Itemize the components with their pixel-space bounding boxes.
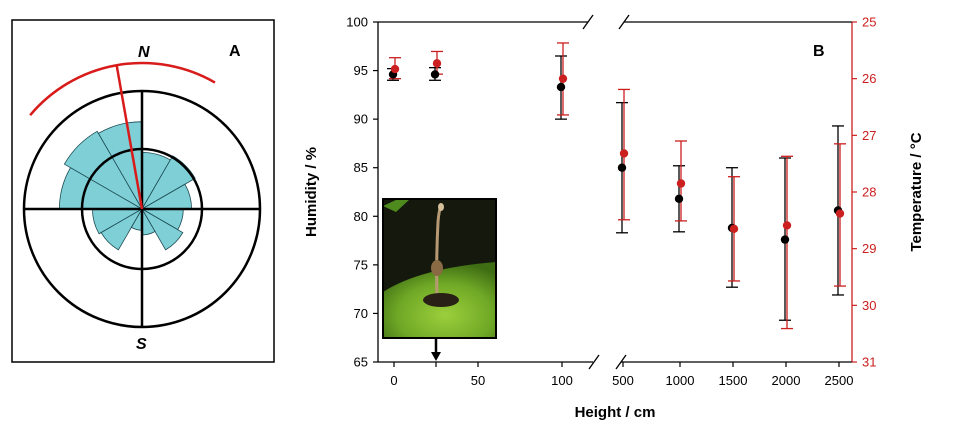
inset-arrow-head bbox=[431, 352, 441, 361]
plot-marks bbox=[387, 42, 846, 330]
y2-tick-label: 30 bbox=[862, 298, 876, 313]
y2-axis-label: Temperature / °C bbox=[908, 132, 925, 251]
y2-tick-label: 29 bbox=[862, 241, 876, 256]
temperature-points bbox=[390, 59, 845, 234]
y2-tick-label: 25 bbox=[862, 15, 876, 30]
y-tick-label: 80 bbox=[354, 209, 368, 224]
data-point bbox=[558, 74, 568, 83]
break-mark bbox=[615, 354, 627, 370]
x-tick-label: 2000 bbox=[772, 373, 801, 388]
rose-sector bbox=[100, 207, 144, 251]
photo-ant-body bbox=[423, 293, 459, 307]
mean-direction-line bbox=[115, 65, 144, 210]
y2-tick-label: 26 bbox=[862, 71, 876, 86]
panel-a: A N S bbox=[11, 19, 275, 363]
rose-sector bbox=[140, 207, 184, 251]
rose-sector bbox=[140, 155, 196, 211]
data-point bbox=[782, 221, 792, 230]
x-tick-label: 50 bbox=[471, 373, 485, 388]
y-tick-label: 90 bbox=[354, 112, 368, 127]
photo-frame bbox=[382, 198, 497, 339]
break-mark bbox=[582, 14, 594, 30]
panel-b: B 65 70 75 80 85 90 95 100 25 26 27 28 29 30 31 0 50 10… bbox=[303, 15, 925, 422]
x-tick-label: 500 bbox=[612, 373, 634, 388]
photo-ant-head bbox=[431, 260, 443, 276]
x-axis-label: Height / cm bbox=[575, 404, 656, 421]
y-tick-label: 70 bbox=[354, 306, 368, 321]
compass-south: S bbox=[136, 336, 147, 353]
photo-stalk-tip bbox=[438, 203, 444, 211]
x-tick-label: 1000 bbox=[666, 373, 695, 388]
x-tick-label: 2500 bbox=[825, 373, 854, 388]
panel-b-label: B bbox=[813, 43, 825, 60]
data-point bbox=[619, 149, 629, 158]
axis-break-top bbox=[582, 14, 630, 30]
data-point bbox=[556, 82, 566, 92]
data-point bbox=[780, 235, 790, 244]
y-tick-label: 85 bbox=[354, 160, 368, 175]
data-point bbox=[432, 59, 442, 68]
y-tick-label: 100 bbox=[346, 15, 368, 30]
data-point bbox=[676, 179, 686, 188]
inset-photo bbox=[382, 198, 497, 361]
y-ticks-left: 65 70 75 80 85 90 95 100 bbox=[346, 15, 378, 370]
photo-leaf-corner bbox=[383, 199, 410, 212]
data-point bbox=[674, 194, 684, 203]
y-ticks-right: 25 26 27 28 29 30 31 bbox=[852, 15, 876, 370]
data-point bbox=[729, 224, 739, 234]
break-mark bbox=[618, 14, 630, 30]
data-point bbox=[430, 70, 440, 79]
compass-north: N bbox=[138, 44, 150, 61]
y2-tick-label: 27 bbox=[862, 128, 876, 143]
y-tick-label: 65 bbox=[354, 355, 368, 370]
rose-diagram bbox=[22, 61, 262, 329]
y2-tick-label: 31 bbox=[862, 355, 876, 370]
x-tick-label: 0 bbox=[390, 373, 397, 388]
x-ticks: 0 50 100 500 1000 1500 2000 2500 bbox=[390, 362, 853, 388]
y-axis-label: Humidity / % bbox=[303, 147, 320, 237]
data-point bbox=[390, 64, 400, 74]
y2-tick-label: 28 bbox=[862, 185, 876, 200]
x-tick-label: 1500 bbox=[719, 373, 748, 388]
x-tick-label: 100 bbox=[551, 373, 573, 388]
break-mark bbox=[588, 354, 600, 370]
axis-break-bottom bbox=[588, 354, 627, 370]
y-tick-label: 75 bbox=[354, 257, 368, 272]
rose-sector bbox=[63, 130, 144, 211]
data-point bbox=[835, 209, 845, 218]
panel-a-label: A bbox=[229, 43, 241, 60]
data-point bbox=[617, 163, 627, 172]
y-tick-label: 95 bbox=[354, 63, 368, 78]
